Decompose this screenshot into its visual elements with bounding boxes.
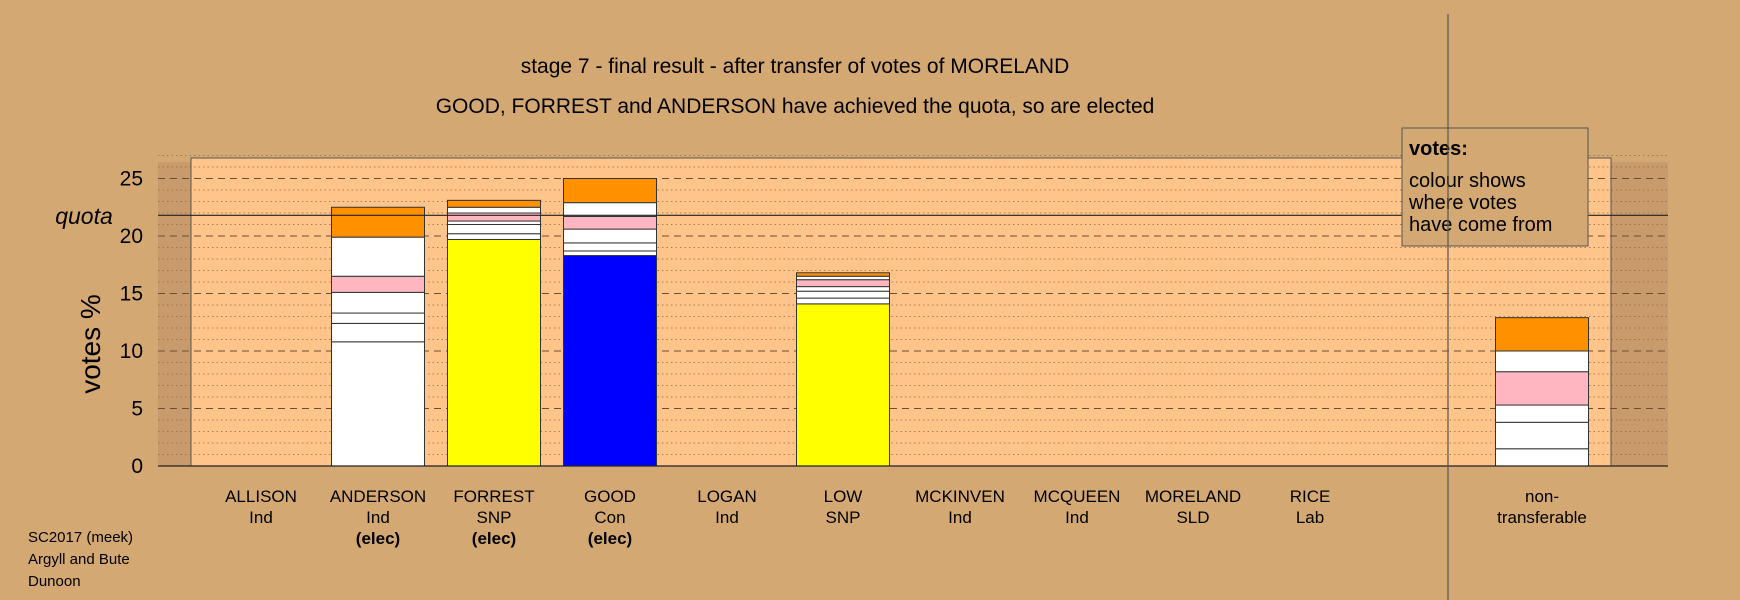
quota-label: quota <box>55 203 113 229</box>
bars <box>331 178 1589 467</box>
category-party: Con <box>594 508 625 527</box>
bar-segment <box>563 215 657 230</box>
category-name: MCQUEEN <box>1034 487 1121 506</box>
category-party: Ind <box>249 508 273 527</box>
footer-line-2: Argyll and Bute <box>28 551 130 568</box>
legend-title: votes: <box>1409 138 1468 160</box>
bar-segment <box>331 206 425 238</box>
category-status: (elec) <box>356 529 400 548</box>
legend: votes: colour shows where votes have com… <box>1401 127 1589 247</box>
category-name: MCKINVEN <box>915 487 1005 506</box>
category-name: ALLISON <box>225 487 297 506</box>
legend-line-3: have come from <box>1409 214 1552 236</box>
footer-line-1: SC2017 (meek) <box>28 529 133 546</box>
axes: 0 5 10 15 20 25 ALLISON Ind ANDERSON Ind (elec) FOR… <box>120 168 1668 548</box>
bar-segment <box>331 236 425 277</box>
bar-segment <box>1495 317 1589 352</box>
bar-segment <box>331 341 425 467</box>
category-status: (elec) <box>472 529 516 548</box>
category-name: GOOD <box>584 487 636 506</box>
bar-segment <box>331 312 425 324</box>
bar-segment <box>447 212 541 222</box>
bar-segment <box>796 290 890 299</box>
bar-segment <box>1495 350 1589 373</box>
bar-segment <box>447 224 541 235</box>
bar-segment <box>563 242 657 252</box>
bar-segment <box>796 303 890 467</box>
bar-segment <box>1495 404 1589 423</box>
legend-line-1: colour shows <box>1409 170 1526 192</box>
category-status: (elec) <box>588 529 632 548</box>
chart-title: stage 7 - final result - after transfer … <box>521 55 1070 78</box>
y-tick-label: 5 <box>131 398 143 421</box>
bar-segment <box>331 291 425 314</box>
category-party: Lab <box>1296 508 1324 527</box>
bar-segment <box>447 238 541 467</box>
bar-segment <box>1495 421 1589 450</box>
bar-segment <box>563 250 657 257</box>
category-name: LOGAN <box>697 487 757 506</box>
bar-segment <box>796 279 890 288</box>
category-party: SNP <box>826 508 861 527</box>
category-party: SNP <box>477 508 512 527</box>
bar-segment <box>563 228 657 244</box>
category-party: Ind <box>715 508 739 527</box>
footer-line-3: Dunoon <box>28 573 81 590</box>
y-axis-label: votes % <box>75 294 106 394</box>
bar-segment <box>331 322 425 343</box>
bar-segment <box>331 275 425 293</box>
plot-background <box>190 157 1612 467</box>
y-tick-label: 25 <box>120 168 143 191</box>
category-party: Ind <box>1065 508 1089 527</box>
category-name: ANDERSON <box>330 487 426 506</box>
category-name: FORREST <box>453 487 534 506</box>
category-party: transferable <box>1497 508 1587 527</box>
bar-segment <box>447 206 541 214</box>
category-name: RICE <box>1290 487 1331 506</box>
category-name: MORELAND <box>1145 487 1241 506</box>
bar-segment <box>1495 448 1589 467</box>
category-party: SLD <box>1176 508 1209 527</box>
footer: SC2017 (meek) Argyll and Bute Dunoon <box>28 529 133 590</box>
bar-segment <box>447 233 541 240</box>
y-tick-label: 20 <box>120 225 143 248</box>
category-name: non- <box>1525 487 1559 506</box>
bar-segment <box>563 178 657 204</box>
bar-segment <box>1495 371 1589 406</box>
category-party: Ind <box>948 508 972 527</box>
bar-segment <box>447 199 541 208</box>
bar-segment <box>796 286 890 292</box>
y-tick-label: 10 <box>120 340 143 363</box>
bar-segment <box>796 297 890 305</box>
bar-segment <box>796 275 890 281</box>
y-tick-label: 0 <box>131 455 143 478</box>
legend-line-2: where votes <box>1408 192 1517 214</box>
legend-box <box>1401 127 1589 247</box>
category-party: Ind <box>366 508 390 527</box>
bar-segment <box>796 272 890 277</box>
y-tick-label: 15 <box>120 283 143 306</box>
bar-segment <box>563 255 657 467</box>
bar-segment <box>563 202 657 217</box>
chart-subtitle: GOOD, FORREST and ANDERSON have achieved… <box>436 95 1155 118</box>
category-name: LOW <box>824 487 863 506</box>
bar-segment <box>447 220 541 226</box>
